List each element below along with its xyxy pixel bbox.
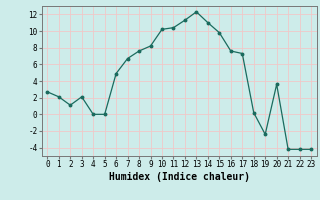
X-axis label: Humidex (Indice chaleur): Humidex (Indice chaleur) (109, 172, 250, 182)
